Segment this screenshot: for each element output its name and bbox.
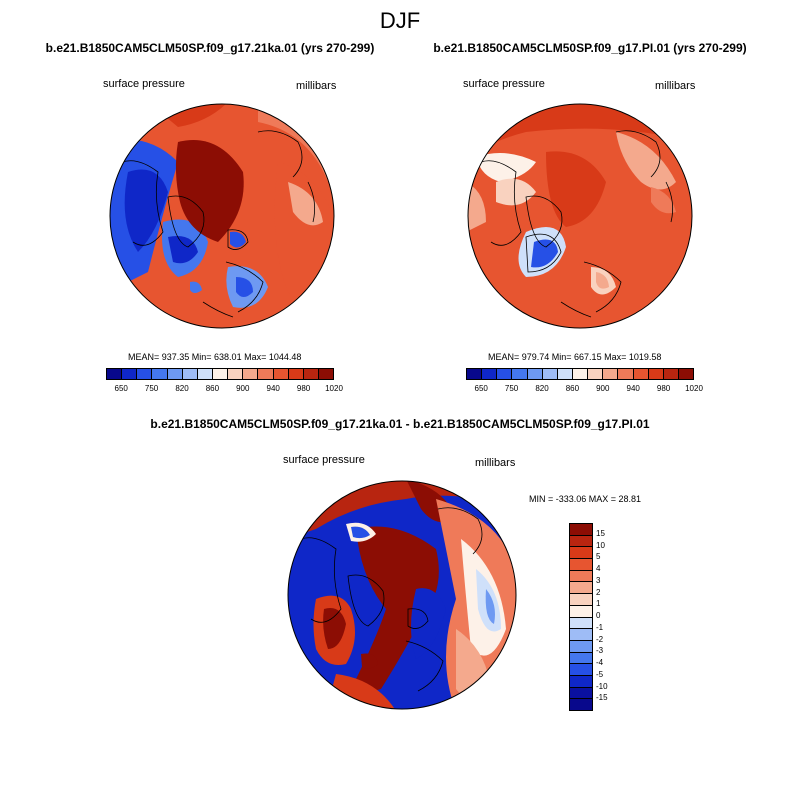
colorbar-right-labels: 650 750 820 860 900 940 980 1020 xyxy=(466,384,703,396)
colorbar-tick-label: 1 xyxy=(596,599,601,609)
panel-diff-stats: MIN = -333.06 MAX = 28.81 xyxy=(529,494,642,504)
colorbar-tick-label: 940 xyxy=(266,384,280,393)
colorbar-swatch xyxy=(197,369,213,379)
colorbar-left xyxy=(106,368,334,380)
colorbar-swatch xyxy=(648,369,664,379)
colorbar-tick-label: -2 xyxy=(596,634,604,644)
colorbar-tick-label: 5 xyxy=(596,552,601,562)
colorbar-swatch xyxy=(467,369,483,379)
colorbar-swatch xyxy=(603,369,619,379)
map-difference xyxy=(287,480,517,710)
panel-right-units-label: millibars xyxy=(655,80,696,92)
colorbar-swatch xyxy=(570,570,592,583)
colorbar-swatch xyxy=(618,369,634,379)
colorbar-swatch xyxy=(228,369,244,379)
colorbar-tick-label: 0 xyxy=(596,611,601,620)
colorbar-swatch xyxy=(557,369,573,379)
colorbar-swatch xyxy=(318,369,334,379)
colorbar-right xyxy=(466,368,694,380)
colorbar-tick-label: 900 xyxy=(236,384,250,393)
colorbar-tick-label: 940 xyxy=(626,384,640,393)
colorbar-swatch xyxy=(570,559,592,571)
colorbar-swatch xyxy=(137,369,153,379)
colorbar-tick-label: 980 xyxy=(296,384,311,393)
map-left-21ka xyxy=(109,103,335,329)
panel-left-stats: MEAN= 937.35 Min= 638.01 Max= 1044.48 xyxy=(128,352,302,362)
colorbar-swatch xyxy=(152,369,168,379)
colorbar-diff xyxy=(569,523,593,711)
colorbar-swatch xyxy=(570,699,592,710)
colorbar-tick-label: 900 xyxy=(596,384,610,393)
colorbar-swatch xyxy=(570,605,592,618)
colorbar-swatch xyxy=(678,369,694,379)
colorbar-tick-label: 650 xyxy=(114,384,128,393)
colorbar-tick-label: -10 xyxy=(596,681,608,691)
colorbar-tick-label: 820 xyxy=(175,384,189,393)
colorbar-swatch xyxy=(512,369,528,379)
colorbar-swatch xyxy=(122,369,138,379)
colorbar-tick-label: 1020 xyxy=(685,384,703,393)
season-title: DJF xyxy=(379,8,421,33)
colorbar-swatch xyxy=(570,640,592,653)
colorbar-tick-label: -3 xyxy=(596,646,604,656)
colorbar-tick-label: 650 xyxy=(474,384,488,393)
colorbar-tick-label: -5 xyxy=(596,669,604,679)
colorbar-swatch xyxy=(497,369,513,379)
colorbar-swatch xyxy=(570,594,592,606)
colorbar-tick-label: 980 xyxy=(656,384,671,393)
panel-diff-units-label: millibars xyxy=(475,457,516,469)
colorbar-swatch xyxy=(527,369,543,379)
colorbar-swatch xyxy=(570,652,592,665)
colorbar-tick-label: 860 xyxy=(205,384,220,393)
colorbar-swatch xyxy=(588,369,604,379)
map-right-pi xyxy=(467,103,693,329)
colorbar-tick-label: 4 xyxy=(596,564,601,573)
panel-diff-variable-label: surface pressure xyxy=(283,454,365,466)
colorbar-swatch xyxy=(570,675,592,688)
colorbar-tick-label: 750 xyxy=(144,384,159,393)
panel-right-variable-label: surface pressure xyxy=(463,78,545,90)
colorbar-swatch xyxy=(633,369,649,379)
colorbar-tick-label: 10 xyxy=(596,540,605,550)
colorbar-tick-label: 860 xyxy=(565,384,580,393)
colorbar-swatch xyxy=(542,369,558,379)
colorbar-swatch xyxy=(570,629,592,641)
colorbar-tick-label: -4 xyxy=(596,658,604,667)
colorbar-swatch xyxy=(482,369,498,379)
colorbar-swatch xyxy=(167,369,183,379)
colorbar-swatch xyxy=(182,369,198,379)
panel-diff-title: b.e21.B1850CAM5CLM50SP.f09_g17.21ka.01 -… xyxy=(150,417,650,431)
colorbar-swatch xyxy=(570,535,592,548)
colorbar-swatch xyxy=(303,369,319,379)
colorbar-tick-label: 820 xyxy=(535,384,549,393)
panel-right-stats: MEAN= 979.74 Min= 667.15 Max= 1019.58 xyxy=(488,352,662,362)
colorbar-swatch xyxy=(258,369,274,379)
colorbar-swatch xyxy=(273,369,289,379)
colorbar-tick-label: -1 xyxy=(596,622,604,632)
panel-left-variable-label: surface pressure xyxy=(103,78,185,90)
colorbar-tick-label: 3 xyxy=(596,575,601,585)
colorbar-tick-label: 1020 xyxy=(325,384,343,393)
colorbar-swatch xyxy=(570,524,592,536)
colorbar-diff-labels: 15 10 5 4 3 2 1 0 -1 -2 -3 -4 -5 -10 -15 xyxy=(596,523,626,711)
colorbar-left-labels: 650 750 820 860 900 940 980 1020 xyxy=(106,384,343,396)
colorbar-swatch xyxy=(288,369,304,379)
colorbar-swatch xyxy=(570,617,592,630)
colorbar-swatch xyxy=(570,664,592,676)
panel-right-title: b.e21.B1850CAM5CLM50SP.f09_g17.PI.01 (yr… xyxy=(433,41,747,55)
panel-left-units-label: millibars xyxy=(296,80,337,92)
colorbar-tick-label: -15 xyxy=(596,693,608,703)
colorbar-swatch xyxy=(212,369,229,379)
colorbar-swatch xyxy=(243,369,259,379)
colorbar-swatch xyxy=(570,547,592,560)
colorbar-swatch xyxy=(572,369,589,379)
colorbar-tick-label: 2 xyxy=(596,587,601,597)
colorbar-swatch xyxy=(107,369,123,379)
panel-left-title: b.e21.B1850CAM5CLM50SP.f09_g17.21ka.01 (… xyxy=(45,41,375,55)
colorbar-swatch xyxy=(570,582,592,595)
colorbar-swatch xyxy=(663,369,679,379)
colorbar-tick-label: 750 xyxy=(504,384,519,393)
colorbar-swatch xyxy=(570,687,592,700)
colorbar-tick-label: 15 xyxy=(596,528,605,538)
